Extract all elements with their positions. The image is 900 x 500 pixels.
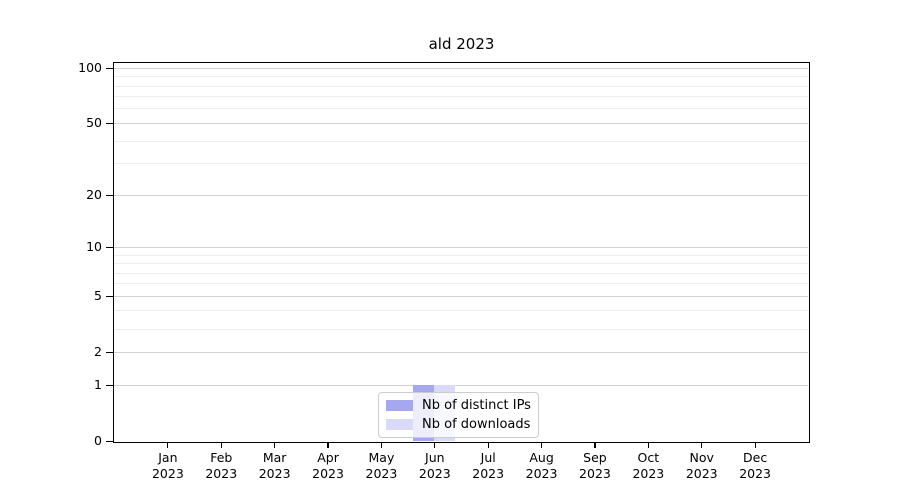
x-tick-label: Nov 2023 — [670, 450, 734, 482]
x-tick-label-year: 2023 — [472, 466, 505, 481]
x-tick-label-month: Jul — [480, 450, 496, 465]
gridline-minor — [114, 263, 808, 264]
x-tick-label: Apr 2023 — [296, 450, 360, 482]
y-tick — [106, 384, 113, 387]
x-tick — [220, 441, 222, 448]
chart-title: ald 2023 — [428, 35, 495, 53]
gridline-minor — [114, 76, 808, 78]
x-tick-label: May 2023 — [349, 450, 413, 482]
x-tick — [167, 441, 169, 448]
x-tick-label-year: 2023 — [685, 466, 718, 481]
x-tick-label-year: 2023 — [739, 466, 772, 481]
y-tick — [106, 440, 113, 443]
gridline-minor — [114, 310, 808, 312]
gridline-minor — [114, 328, 808, 330]
gridline-minor — [114, 163, 808, 165]
y-tick — [106, 68, 113, 70]
legend-row: Nb of downloads — [386, 415, 532, 434]
y-tick-label: 100 — [78, 60, 102, 76]
y-tick — [106, 296, 113, 298]
x-tick-label: Jan 2023 — [136, 450, 200, 482]
y-tick-label: 20 — [86, 187, 102, 203]
x-tick-label-year: 2023 — [312, 466, 344, 481]
x-tick-label-year: 2023 — [258, 466, 291, 481]
x-tick-label-month: Dec — [743, 450, 768, 465]
y-tick — [106, 123, 113, 125]
x-tick — [754, 441, 756, 448]
y-tick-label: 10 — [86, 239, 102, 255]
plot-area — [113, 62, 810, 443]
x-tick-label-year: 2023 — [418, 466, 451, 481]
x-tick-label-month: Nov — [689, 450, 714, 465]
x-tick — [647, 441, 649, 448]
x-tick-label: Feb 2023 — [189, 450, 253, 482]
x-tick-label-month: Sep — [583, 450, 607, 465]
x-tick-label-month: May — [368, 450, 395, 465]
y-tick — [106, 352, 113, 354]
gridline-minor — [114, 108, 808, 110]
x-tick-label-year: 2023 — [632, 466, 665, 481]
y-tick — [106, 194, 113, 197]
gridline-major — [114, 295, 808, 297]
x-tick-label-month: Feb — [210, 450, 233, 465]
x-tick-label-year: 2023 — [205, 466, 238, 481]
x-tick-label-year: 2023 — [525, 466, 558, 481]
x-tick — [380, 441, 382, 448]
gridline-minor — [114, 96, 808, 98]
x-tick — [540, 441, 543, 448]
y-tick — [106, 247, 113, 249]
x-tick-label: Dec 2023 — [723, 450, 787, 482]
x-tick — [274, 441, 276, 448]
y-tick-label: 5 — [94, 288, 102, 304]
gridline-major — [114, 351, 808, 353]
legend-label: Nb of distinct IPs — [422, 398, 531, 413]
x-tick-label-month: Oct — [637, 450, 660, 465]
y-tick-label: 2 — [94, 344, 102, 360]
gridline-major — [114, 67, 808, 69]
x-tick — [594, 441, 596, 448]
x-tick — [701, 441, 703, 448]
gridline-minor — [114, 140, 808, 142]
legend-label: Nb of downloads — [422, 417, 531, 432]
gridline-minor — [114, 272, 808, 274]
gridline-minor — [114, 85, 808, 87]
x-tick-label-month: Mar — [262, 450, 287, 465]
x-tick-label: Aug 2023 — [510, 450, 574, 482]
legend-swatch — [386, 419, 413, 430]
legend: Nb of distinct IPs Nb of downloads — [378, 392, 539, 438]
x-tick-label-month: Jan — [158, 450, 178, 465]
x-tick — [487, 441, 489, 448]
x-tick-label: Sep 2023 — [563, 450, 627, 482]
gridline-minor — [114, 283, 808, 285]
x-tick-label: Oct 2023 — [616, 450, 680, 482]
x-tick-label-month: Jun — [425, 450, 445, 465]
x-tick-label: Mar 2023 — [243, 450, 307, 482]
legend-row: Nb of distinct IPs — [386, 396, 532, 415]
x-tick-label-year: 2023 — [579, 466, 611, 481]
y-tick-label: 1 — [94, 377, 102, 392]
gridline-major — [114, 194, 808, 196]
x-tick — [327, 441, 329, 448]
x-tick-label-month: Aug — [529, 450, 554, 465]
gridline-major — [114, 122, 808, 124]
x-tick-label-year: 2023 — [151, 466, 184, 481]
legend-swatch — [386, 400, 413, 411]
x-tick-label: Jul 2023 — [456, 450, 520, 482]
x-tick — [434, 441, 436, 448]
x-tick-label: Jun 2023 — [403, 450, 467, 482]
y-tick-label: 0 — [94, 433, 102, 448]
x-tick-label-month: Apr — [317, 450, 339, 465]
gridline-major — [114, 246, 808, 248]
gridline-major — [114, 384, 808, 386]
y-tick-label: 50 — [86, 115, 102, 131]
x-tick-label-year: 2023 — [365, 466, 398, 481]
gridline-minor — [114, 254, 808, 256]
